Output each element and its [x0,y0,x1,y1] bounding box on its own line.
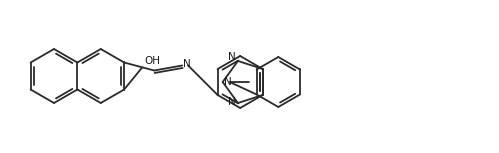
Text: N: N [183,60,191,69]
Text: N: N [228,97,236,107]
Text: N: N [224,77,232,87]
Text: OH: OH [144,56,160,65]
Text: N: N [228,52,236,62]
